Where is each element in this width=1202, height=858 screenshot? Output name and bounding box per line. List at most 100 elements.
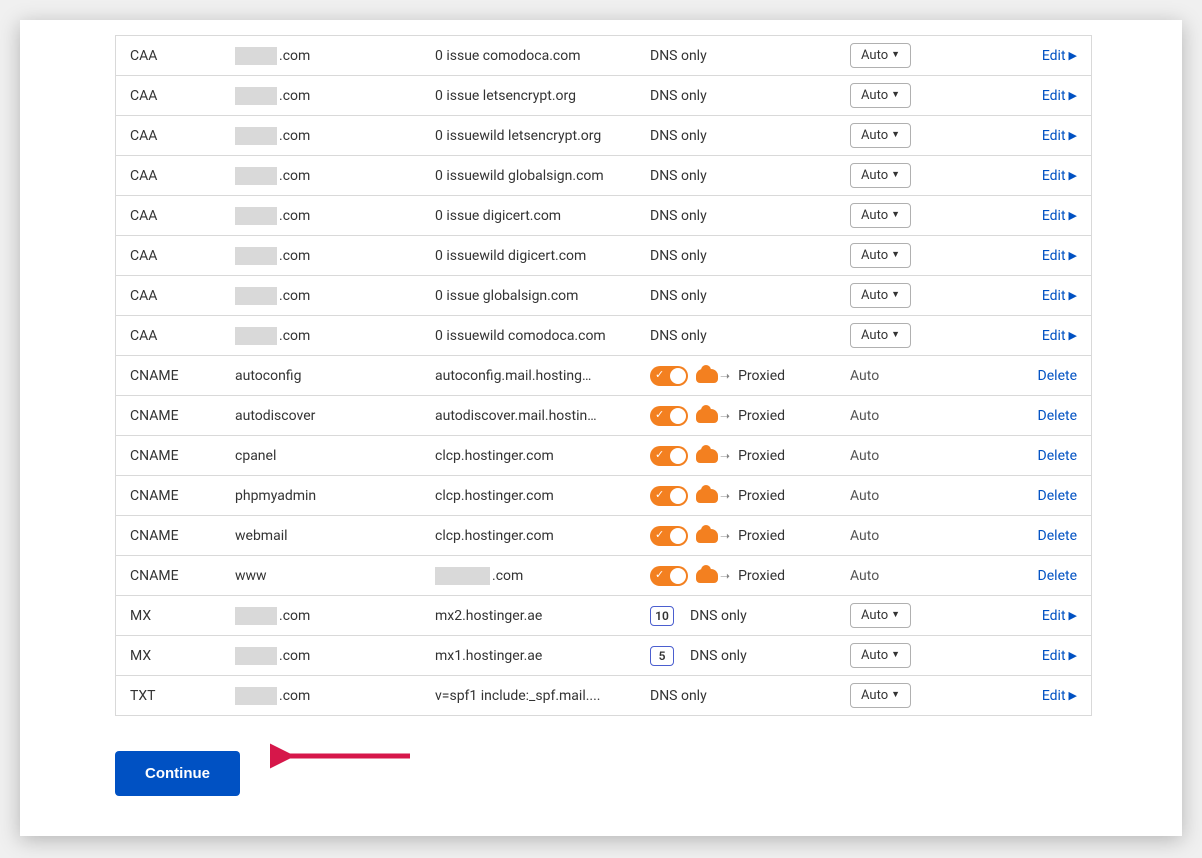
cloud-icon: ➝ <box>696 529 730 543</box>
edit-link[interactable]: Edit▶ <box>1042 608 1077 624</box>
ttl-dropdown[interactable]: Auto▼ <box>850 323 911 348</box>
edit-link[interactable]: Edit▶ <box>1042 688 1077 704</box>
chevron-right-icon: ▶ <box>1069 609 1077 622</box>
record-name-suffix: .com <box>279 248 310 264</box>
ttl-label: Auto <box>850 448 879 464</box>
record-content: 0 issuewild comodoca.com <box>435 328 650 344</box>
action-cell: Delete <box>950 528 1077 544</box>
cloud-icon: ➝ <box>696 409 730 423</box>
edit-link[interactable]: Edit▶ <box>1042 288 1077 304</box>
dns-panel: CAA.com0 issue comodoca.comDNS onlyAuto▼… <box>20 20 1182 836</box>
delete-link[interactable]: Delete <box>1038 568 1077 584</box>
ttl-dropdown[interactable]: Auto▼ <box>850 163 911 188</box>
ttl-cell: Auto▼ <box>850 683 950 708</box>
edit-link[interactable]: Edit▶ <box>1042 208 1077 224</box>
redacted-block <box>235 287 277 305</box>
chevron-right-icon: ▶ <box>1069 249 1077 262</box>
ttl-dropdown[interactable]: Auto▼ <box>850 83 911 108</box>
dns-records-table: CAA.com0 issue comodoca.comDNS onlyAuto▼… <box>115 35 1092 716</box>
delete-link[interactable]: Delete <box>1038 408 1077 424</box>
edit-link[interactable]: Edit▶ <box>1042 88 1077 104</box>
record-content-suffix: .com <box>492 568 523 584</box>
caret-down-icon: ▼ <box>891 211 900 220</box>
ttl-dropdown[interactable]: Auto▼ <box>850 123 911 148</box>
ttl-cell: Auto▼ <box>850 283 950 308</box>
action-cell: Edit▶ <box>950 128 1077 144</box>
proxy-toggle[interactable] <box>650 526 688 546</box>
edit-link[interactable]: Edit▶ <box>1042 48 1077 64</box>
proxy-status-label: DNS only <box>650 88 707 104</box>
record-content: clcp.hostinger.com <box>435 448 650 464</box>
delete-link[interactable]: Delete <box>1038 488 1077 504</box>
record-type: CNAME <box>130 448 235 464</box>
proxy-toggle[interactable] <box>650 566 688 586</box>
action-cell: Delete <box>950 408 1077 424</box>
proxy-toggle[interactable] <box>650 486 688 506</box>
ttl-dropdown[interactable]: Auto▼ <box>850 43 911 68</box>
proxy-status-label: Proxied <box>738 448 785 464</box>
proxy-status-label: Proxied <box>738 488 785 504</box>
delete-link[interactable]: Delete <box>1038 448 1077 464</box>
edit-link[interactable]: Edit▶ <box>1042 328 1077 344</box>
ttl-cell: Auto <box>850 528 950 544</box>
caret-down-icon: ▼ <box>891 171 900 180</box>
ttl-label: Auto <box>850 528 879 544</box>
record-type: MX <box>130 608 235 624</box>
record-type: CNAME <box>130 528 235 544</box>
proxy-status-label: DNS only <box>650 248 707 264</box>
record-type: CAA <box>130 168 235 184</box>
edit-link[interactable]: Edit▶ <box>1042 648 1077 664</box>
ttl-dropdown[interactable]: Auto▼ <box>850 603 911 628</box>
proxy-toggle[interactable] <box>650 366 688 386</box>
ttl-cell: Auto▼ <box>850 123 950 148</box>
proxy-status-label: Proxied <box>738 568 785 584</box>
proxy-status-label: DNS only <box>690 608 747 624</box>
proxy-toggle[interactable] <box>650 446 688 466</box>
chevron-right-icon: ▶ <box>1069 49 1077 62</box>
record-name: webmail <box>235 528 435 544</box>
record-name-suffix: .com <box>279 208 310 224</box>
ttl-dropdown[interactable]: Auto▼ <box>850 203 911 228</box>
action-cell: Edit▶ <box>950 248 1077 264</box>
record-name-suffix: .com <box>279 608 310 624</box>
proxy-status-cell: DNS only <box>650 48 850 64</box>
proxy-status-label: DNS only <box>650 328 707 344</box>
ttl-label: Auto <box>861 48 888 63</box>
ttl-label: Auto <box>861 168 888 183</box>
chevron-right-icon: ▶ <box>1069 649 1077 662</box>
ttl-label: Auto <box>850 408 879 424</box>
table-row: CAA.com0 issue digicert.comDNS onlyAuto▼… <box>116 195 1091 235</box>
edit-link[interactable]: Edit▶ <box>1042 168 1077 184</box>
delete-link[interactable]: Delete <box>1038 528 1077 544</box>
cloud-icon: ➝ <box>696 449 730 463</box>
action-cell: Edit▶ <box>950 648 1077 664</box>
record-type: CAA <box>130 128 235 144</box>
table-row: CNAMEautoconfigautoconfig.mail.hosting…➝… <box>116 355 1091 395</box>
edit-link[interactable]: Edit▶ <box>1042 128 1077 144</box>
table-row: CNAMEwww.com➝ProxiedAutoDelete <box>116 555 1091 595</box>
table-row: CAA.com0 issue globalsign.comDNS onlyAut… <box>116 275 1091 315</box>
redacted-block <box>235 327 277 345</box>
delete-link[interactable]: Delete <box>1038 368 1077 384</box>
edit-link[interactable]: Edit▶ <box>1042 248 1077 264</box>
ttl-dropdown[interactable]: Auto▼ <box>850 283 911 308</box>
proxy-toggle[interactable] <box>650 406 688 426</box>
action-cell: Edit▶ <box>950 48 1077 64</box>
action-cell: Edit▶ <box>950 328 1077 344</box>
record-name-suffix: .com <box>279 128 310 144</box>
ttl-dropdown[interactable]: Auto▼ <box>850 683 911 708</box>
action-cell: Edit▶ <box>950 88 1077 104</box>
ttl-label: Auto <box>861 208 888 223</box>
record-name: phpmyadmin <box>235 488 435 504</box>
record-content: .com <box>435 567 650 585</box>
record-name-suffix: .com <box>279 88 310 104</box>
record-name-suffix: .com <box>279 648 310 664</box>
proxy-status-label: DNS only <box>650 688 707 704</box>
ttl-dropdown[interactable]: Auto▼ <box>850 243 911 268</box>
proxy-status-label: DNS only <box>650 208 707 224</box>
record-type: CAA <box>130 328 235 344</box>
continue-button[interactable]: Continue <box>115 751 240 796</box>
proxy-status-cell: ➝Proxied <box>650 526 850 546</box>
ttl-dropdown[interactable]: Auto▼ <box>850 643 911 668</box>
proxy-status-cell: DNS only <box>650 168 850 184</box>
